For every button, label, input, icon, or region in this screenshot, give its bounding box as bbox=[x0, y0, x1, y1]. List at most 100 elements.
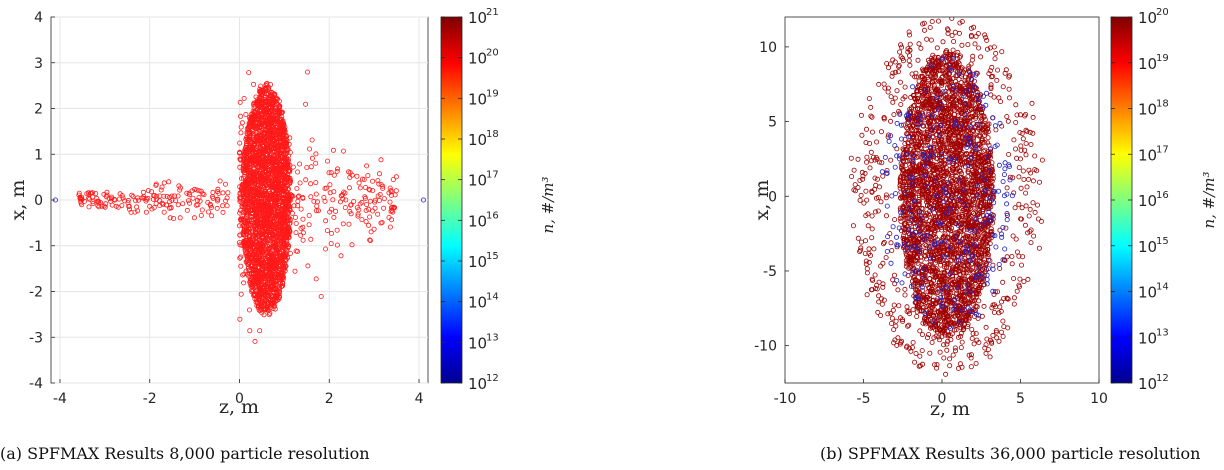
data-point bbox=[900, 156, 906, 162]
data-point bbox=[375, 193, 381, 199]
data-point bbox=[282, 191, 288, 197]
data-point bbox=[258, 199, 264, 205]
data-point bbox=[976, 133, 982, 139]
colorbar-tick-exponent: 17 bbox=[486, 170, 499, 181]
data-point bbox=[255, 305, 261, 311]
data-point bbox=[251, 124, 257, 130]
colorbar-tick-label: 10 bbox=[468, 334, 487, 352]
data-point bbox=[262, 134, 268, 140]
data-point bbox=[280, 199, 286, 205]
data-point bbox=[269, 231, 275, 237]
data-point bbox=[167, 194, 173, 200]
data-point bbox=[263, 284, 269, 290]
data-point bbox=[963, 270, 969, 276]
data-point bbox=[268, 127, 274, 133]
data-point bbox=[300, 237, 306, 243]
data-point bbox=[245, 210, 251, 216]
data-point bbox=[979, 109, 985, 115]
data-point bbox=[263, 192, 269, 198]
data-point bbox=[214, 205, 220, 211]
data-point bbox=[236, 240, 242, 246]
data-point bbox=[86, 196, 92, 202]
data-point bbox=[902, 141, 908, 147]
data-point bbox=[929, 184, 935, 190]
data-point bbox=[287, 177, 293, 183]
data-point bbox=[260, 143, 266, 149]
data-point bbox=[282, 184, 288, 190]
x-tick-label: 4 bbox=[415, 391, 424, 407]
data-point bbox=[275, 181, 281, 187]
data-point bbox=[268, 202, 274, 208]
data-point bbox=[238, 124, 244, 130]
data-point bbox=[293, 220, 299, 226]
data-point bbox=[287, 149, 293, 155]
data-point bbox=[125, 197, 131, 203]
data-point bbox=[184, 190, 190, 196]
data-point bbox=[269, 151, 275, 157]
data-point bbox=[357, 185, 363, 191]
data-point bbox=[287, 135, 293, 141]
data-point bbox=[326, 170, 332, 176]
data-point bbox=[306, 212, 312, 218]
data-point bbox=[943, 73, 949, 79]
data-point bbox=[283, 257, 289, 263]
data-point bbox=[960, 235, 966, 241]
data-point bbox=[241, 239, 247, 245]
data-point bbox=[378, 157, 384, 163]
data-point bbox=[189, 188, 195, 194]
data-point bbox=[289, 210, 295, 216]
data-point bbox=[367, 187, 373, 193]
data-point bbox=[135, 208, 141, 214]
data-point bbox=[275, 146, 281, 152]
data-point bbox=[293, 230, 299, 236]
data-point bbox=[198, 188, 204, 194]
data-point bbox=[303, 177, 309, 183]
data-point bbox=[253, 275, 259, 281]
data-point bbox=[922, 242, 928, 248]
data-point bbox=[102, 204, 108, 210]
data-point bbox=[238, 216, 244, 222]
data-point bbox=[291, 203, 297, 209]
data-point bbox=[334, 227, 340, 233]
data-point bbox=[335, 166, 341, 172]
data-point bbox=[260, 154, 266, 160]
data-point bbox=[246, 267, 252, 273]
data-point bbox=[171, 215, 177, 221]
data-point bbox=[964, 266, 970, 272]
data-point bbox=[101, 203, 107, 209]
data-point bbox=[260, 279, 266, 285]
data-point bbox=[223, 198, 229, 204]
y-tick-label: 3 bbox=[34, 56, 43, 72]
data-point bbox=[254, 155, 260, 161]
data-point bbox=[986, 190, 992, 196]
data-point bbox=[286, 178, 292, 184]
data-point bbox=[190, 195, 196, 201]
data-point bbox=[270, 123, 276, 129]
data-point bbox=[381, 205, 387, 211]
colorbar-tick-exponent: 19 bbox=[486, 88, 499, 99]
data-point bbox=[268, 137, 274, 143]
data-point bbox=[965, 300, 971, 306]
data-point bbox=[287, 196, 293, 202]
data-point bbox=[314, 199, 320, 205]
data-point bbox=[225, 190, 231, 196]
data-point bbox=[273, 297, 279, 303]
data-point bbox=[331, 189, 337, 195]
data-point bbox=[238, 263, 244, 269]
data-point bbox=[257, 121, 263, 127]
data-point bbox=[210, 189, 216, 195]
data-point bbox=[376, 171, 382, 177]
data-point bbox=[261, 312, 267, 318]
data-point bbox=[253, 186, 259, 192]
data-point bbox=[270, 278, 276, 284]
data-point bbox=[287, 220, 293, 226]
data-point bbox=[279, 214, 285, 220]
data-point bbox=[252, 264, 258, 270]
data-point bbox=[133, 198, 139, 204]
data-point bbox=[116, 196, 122, 202]
data-point bbox=[255, 257, 261, 263]
data-point bbox=[308, 194, 314, 200]
data-point bbox=[109, 196, 115, 202]
data-point bbox=[194, 187, 200, 193]
data-point bbox=[260, 266, 266, 272]
